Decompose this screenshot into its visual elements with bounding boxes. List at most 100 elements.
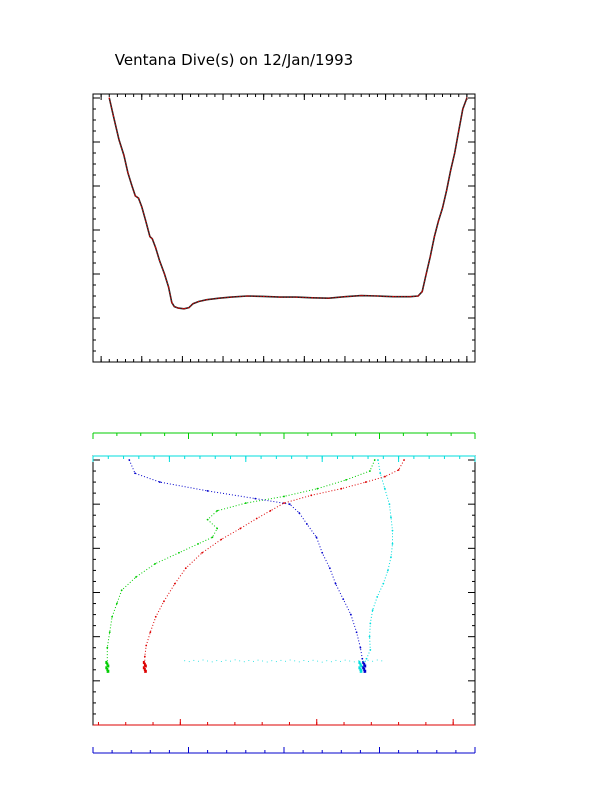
depth-point: [188, 307, 190, 309]
depth-point: [154, 247, 157, 249]
transmission-profile-point: [376, 596, 379, 598]
transmission-profile-point: [390, 516, 392, 519]
oxygen-profile-point: [135, 576, 137, 578]
transmission-profile-point: [369, 622, 372, 625]
oxygen-profile-point: [316, 487, 319, 490]
salinity-profile-point: [349, 613, 352, 616]
oxygen-profile-point: [345, 478, 347, 481]
depth-point: [393, 296, 395, 298]
transmission-bottom-band: [252, 660, 254, 662]
temperature-profile-point: [255, 517, 258, 520]
depth-point: [429, 255, 431, 257]
depth-line: [108, 97, 468, 310]
temperature-profile-point: [283, 502, 285, 504]
transmission-profile-point: [383, 487, 386, 490]
page-title: Ventana Dive(s) on 12/Jan/1993: [115, 51, 353, 69]
transmission-bottom-band: [289, 659, 291, 661]
transmission-bottom-band: [197, 660, 199, 662]
transmission-bottom-band: [184, 660, 186, 662]
transmission-profile-point: [371, 609, 374, 612]
oxygen-profile-point: [369, 470, 371, 472]
transmission-bottom-band: [358, 660, 360, 662]
depth-point: [344, 296, 346, 298]
oxygen-profile-point: [115, 602, 118, 605]
oxygen-profile-point: [111, 615, 113, 618]
depth-point: [360, 294, 362, 297]
oxygen-profile-trace: [106, 459, 376, 672]
transmission-bottom-band: [303, 660, 305, 662]
salinity-profile-point: [306, 523, 308, 525]
oxygen-bottom-cluster: [107, 664, 110, 668]
oxygen-profile-point: [154, 562, 156, 565]
oxygen-bottom-cluster: [106, 668, 109, 672]
temperature-profile-point: [239, 527, 242, 530]
temperature-profile-point: [163, 600, 165, 603]
salinity-bottom-cluster: [363, 668, 366, 672]
temperature-profile-point: [220, 538, 223, 541]
depth-point: [141, 206, 143, 208]
oxygen-bottom-cluster: [105, 660, 108, 664]
transmission-bottom-band: [266, 661, 268, 663]
depth-point: [183, 308, 185, 310]
salinity-profile-point: [355, 631, 358, 634]
depth-point: [159, 260, 161, 262]
transmission-bottom-band: [381, 660, 383, 662]
depth-point: [441, 207, 444, 209]
depth-point: [131, 185, 133, 187]
transmission-bottom-band: [262, 660, 264, 662]
oxygen-profile-point: [106, 646, 109, 649]
transmission-bottom-band: [330, 661, 332, 663]
transmission-bottom-band: [353, 661, 355, 663]
temperature-profile-point: [397, 469, 400, 471]
salinity-bottom-cluster: [363, 662, 366, 666]
depth-point: [417, 295, 419, 297]
depth-point: [173, 305, 175, 308]
temperature-profile-point: [310, 494, 313, 497]
salinity-bottom-cluster: [364, 664, 367, 668]
depth-point: [279, 296, 281, 298]
transmission-bottom-band: [362, 661, 364, 663]
temperature-bottom-cluster: [144, 664, 147, 668]
temperature-profile-trace: [144, 459, 405, 672]
transmission-bottom-cluster: [359, 662, 362, 666]
salinity-bottom-cluster: [362, 666, 365, 670]
depth-point: [163, 273, 166, 275]
depth-point: [206, 299, 208, 301]
temperature-profile-point: [403, 459, 405, 461]
depth-line-shadow: [108, 97, 468, 310]
transmission-bottom-band: [216, 660, 218, 662]
transmission-bottom-band: [211, 661, 213, 663]
transmission-bottom-band: [349, 660, 351, 662]
depth-point: [137, 197, 140, 199]
transmission-bottom-band: [225, 659, 227, 661]
depth-point: [433, 236, 435, 238]
depth-point: [409, 296, 411, 298]
oxygen-profile-point: [283, 495, 285, 498]
transmission-bottom-cluster: [358, 666, 361, 670]
salinity-profile-point: [361, 657, 364, 660]
transmission-profile-point: [369, 649, 372, 651]
depth-point: [462, 108, 464, 110]
salinity-bottom-cluster: [362, 660, 365, 664]
oxygen-profile-point: [108, 631, 111, 634]
depth-point: [450, 170, 452, 172]
oxygen-profile-point: [206, 518, 209, 521]
depth-point: [246, 295, 249, 297]
transmission-profile-point: [377, 459, 379, 461]
depth-point: [108, 97, 110, 99]
depth-point: [167, 286, 170, 288]
oxygen-profile-point: [373, 459, 376, 461]
salinity-profile-point: [206, 490, 209, 492]
transmission-profile-point: [368, 635, 371, 638]
transmission-bottom-band: [239, 660, 241, 662]
transmission-bottom-band: [193, 659, 195, 661]
temperature-profile-point: [154, 615, 157, 618]
transmission-bottom-band: [207, 660, 209, 662]
depth-point: [192, 303, 194, 305]
temperature-profile-point: [184, 567, 187, 570]
transmission-bottom-band: [326, 660, 328, 662]
transmission-bottom-band: [294, 660, 296, 662]
oxygen-profile-point: [178, 551, 180, 554]
depth-point: [437, 220, 440, 222]
salinity-profile-point: [288, 503, 291, 506]
